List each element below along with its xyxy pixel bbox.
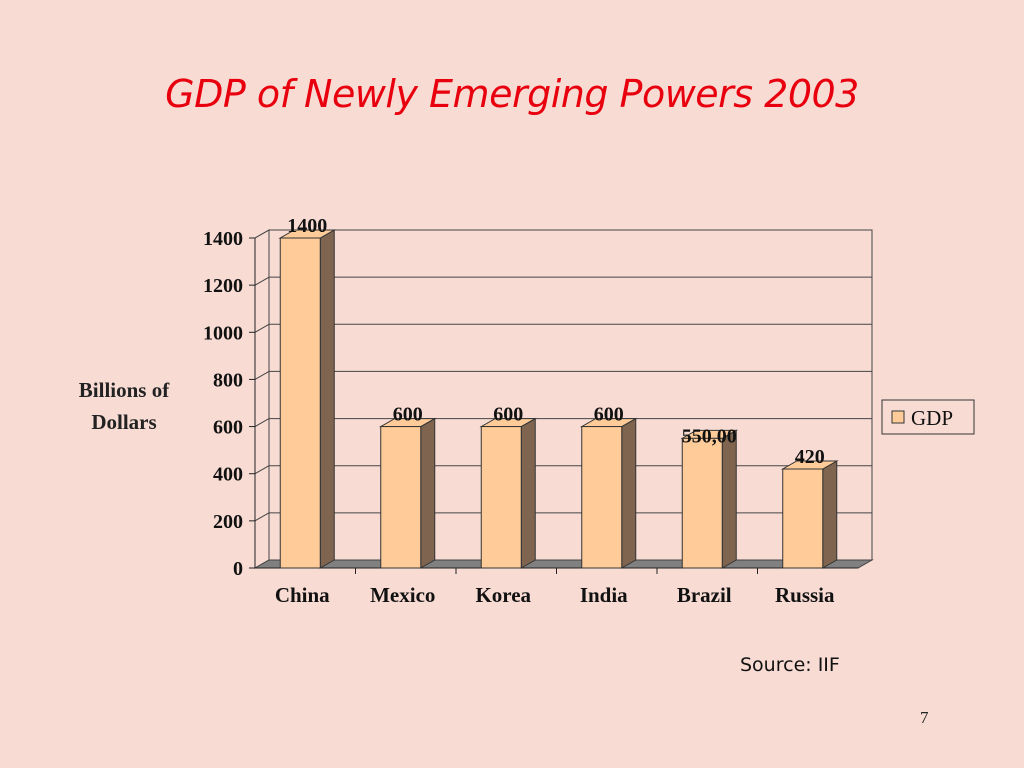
gridline-depth [254, 323, 270, 333]
y-tick-label: 1000 [203, 322, 243, 344]
data-label-mexico: 600 [393, 404, 423, 426]
plot-back-wall [268, 229, 873, 561]
gridline-depth [254, 370, 270, 380]
data-label-china: 1400 [287, 215, 327, 237]
page-number: 7 [920, 708, 929, 727]
slide-title: GDP of Newly Emerging Powers 2003 [165, 72, 859, 116]
y-tick-label: 200 [213, 511, 243, 533]
data-label-russia: 420 [795, 446, 825, 468]
y-tick-label: 800 [213, 369, 243, 391]
y-tick-label: 1400 [203, 228, 243, 250]
y-tick-label: 1200 [203, 275, 243, 297]
bar-layer [278, 229, 839, 569]
gridline-depth [254, 229, 270, 239]
gridline-depth [254, 418, 270, 428]
data-label-india: 600 [594, 404, 624, 426]
bar-side-brazil [721, 429, 737, 569]
gridline-depth [254, 465, 270, 475]
x-tick-label-india: India [580, 583, 628, 607]
y-axis-label-line-2: Dollars [91, 410, 157, 434]
grid-layer [253, 229, 874, 569]
plot-floor [253, 559, 874, 569]
x-tick-label-brazil: Brazil [677, 583, 732, 607]
bar-china [279, 237, 321, 569]
axis-layer: 0 200 400 600 800 1000 1200 1400 [203, 228, 858, 580]
legend-label-gdp: GDP [911, 406, 953, 430]
x-tick-label-mexico: Mexico [370, 583, 435, 607]
bar-side-russia [822, 460, 838, 569]
bar-brazil [681, 437, 723, 569]
data-label-korea: 600 [493, 404, 523, 426]
bar-mexico [380, 426, 422, 569]
y-tick-label: 0 [233, 558, 243, 580]
y-tick-label: 600 [213, 417, 243, 439]
bar-india [581, 426, 623, 569]
x-tick-label-korea: Korea [475, 583, 531, 607]
data-label-brazil: 550,00 [682, 425, 737, 447]
bar-side-china [319, 229, 335, 569]
y-tick-label: 400 [213, 464, 243, 486]
gridline-depth [254, 276, 270, 286]
bar-side-india [621, 417, 637, 569]
source-note: Source: IIF [740, 654, 840, 676]
bar-side-mexico [420, 417, 436, 569]
x-tick-label-china: China [275, 583, 330, 607]
bar-russia [782, 468, 824, 569]
y-axis-label: Billions of Dollars [56, 374, 192, 438]
bar-korea [480, 426, 522, 569]
legend: GDP [881, 399, 975, 435]
legend-swatch [891, 410, 905, 424]
gridline-depth [254, 512, 270, 522]
label-layer: China 1400 Mexico 600 Korea 600 India 600 Brazil… [275, 215, 835, 607]
bar-side-korea [520, 417, 536, 569]
x-tick-label-russia: Russia [775, 583, 835, 607]
y-axis-label-line-1: Billions of [78, 378, 170, 402]
